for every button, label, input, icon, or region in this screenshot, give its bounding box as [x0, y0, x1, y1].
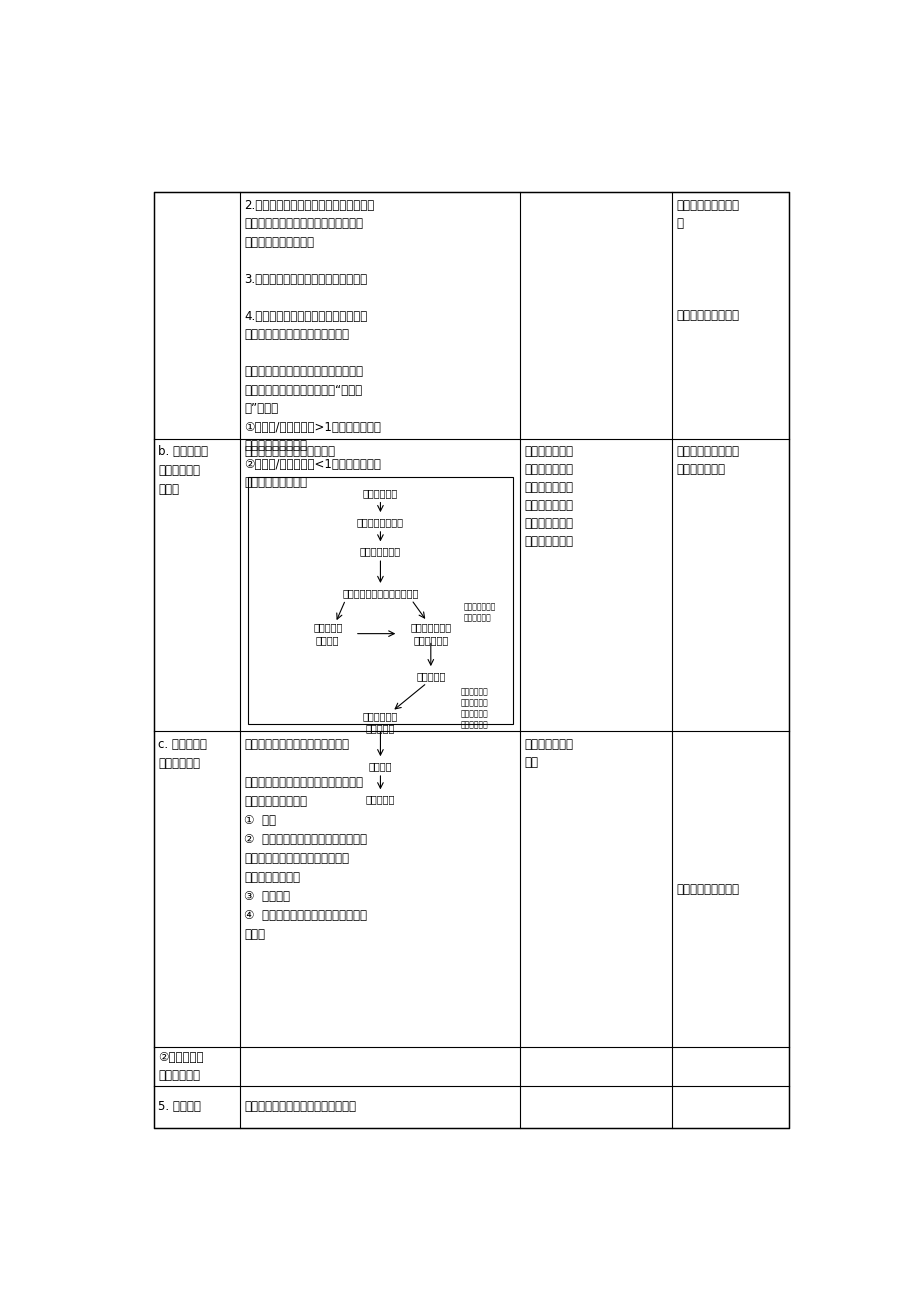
Text: ②植物组织培
养技术的概念: ②植物组织培 养技术的概念	[158, 1051, 204, 1082]
Text: 5. 布置作业: 5. 布置作业	[158, 1100, 201, 1113]
Text: 培养自主学习的能力: 培养自主学习的能力	[676, 883, 739, 896]
Text: 得到大量的
愧伤组织: 得到大量的 愧伤组织	[312, 622, 342, 644]
Text: 概括出植物组织培养的流程图: 概括出植物组织培养的流程图	[244, 445, 335, 458]
Text: 植物材料消毒: 植物材料消毒	[362, 488, 398, 497]
Text: 幼苗接种到生
根培养基上: 幼苗接种到生 根培养基上	[362, 711, 398, 733]
Bar	[247, 478, 513, 724]
Text: 培养学生的动手能力
和思维表达能力: 培养学生的动手能力 和思维表达能力	[676, 445, 739, 477]
Text: 精神，锻炼学生的思
维: 精神，锻炼学生的思 维	[676, 199, 739, 229]
Text: 接种到诱导培养基: 接种到诱导培养基	[357, 517, 403, 527]
Text: 愧伤组织接种到
分化培养基上: 愧伤组织接种到 分化培养基上	[410, 622, 451, 644]
Text: b. 总结植物组
织培养技术的
流程图: b. 总结植物组 织培养技术的 流程图	[158, 445, 209, 496]
Text: 2.为什么要切取胡萝卜根的形成层部分，
胡萝卜的其他部分（如茎、叶、花）是
否也能培养成小植株？

3.什么叫做植物细胞脱分化、再分化？

4.在组织培养实验中: 2.为什么要切取胡萝卜根的形成层部分， 胡萝卜的其他部分（如茎、叶、花）是 否也…	[244, 199, 380, 490]
Text: 完整植株: 完整植株	[369, 762, 391, 771]
Text: 分化出幼苗: 分化出幼苗	[415, 671, 445, 681]
Text: 投影显示：植物组织培养技术的概念: 投影显示：植物组织培养技术的概念	[244, 1100, 356, 1113]
Text: 拓展：外植体、胚状体、愧伤组织

学生讨论、归纳植物组织培养的必要条
件，教师补充完善。
①  离体
②  适宜的培养基：含有水、无机盐、
蔗糖等有机物，还包括: 拓展：外植体、胚状体、愧伤组织 学生讨论、归纳植物组织培养的必要条 件，教师补充…	[244, 738, 367, 940]
Text: 画出植物组织培
养技术的流程简
图。（用投影仪
展示学生代表答
案，教师点评，
共同得出结论）: 画出植物组织培 养技术的流程简 图。（用投影仪 展示学生代表答 案，教师点评， …	[524, 445, 573, 548]
Text: 愧伤组织转接到继代培养基上: 愧伤组织转接到继代培养基上	[342, 587, 418, 598]
Text: 联系旧知，深入拓展: 联系旧知，深入拓展	[676, 309, 739, 322]
Text: 学生总结，共同
归纳: 学生总结，共同 归纳	[524, 738, 573, 768]
Text: 移栽到大田: 移栽到大田	[366, 794, 394, 805]
Text: 诱导出愧伤组织: 诱导出愧伤组织	[359, 547, 401, 556]
Bar	[153, 193, 789, 1128]
Text: c. 植物组织培
养的必要条件: c. 植物组织培 养的必要条件	[158, 738, 207, 769]
Text: 若培养出幼苗
的同时也表现
生根，可以直
接生根培养基: 若培养出幼苗 的同时也表现 生根，可以直 接生根培养基	[460, 687, 487, 730]
Text: 可以不通过培养
直接诱导分化: 可以不通过培养 直接诱导分化	[463, 602, 495, 622]
